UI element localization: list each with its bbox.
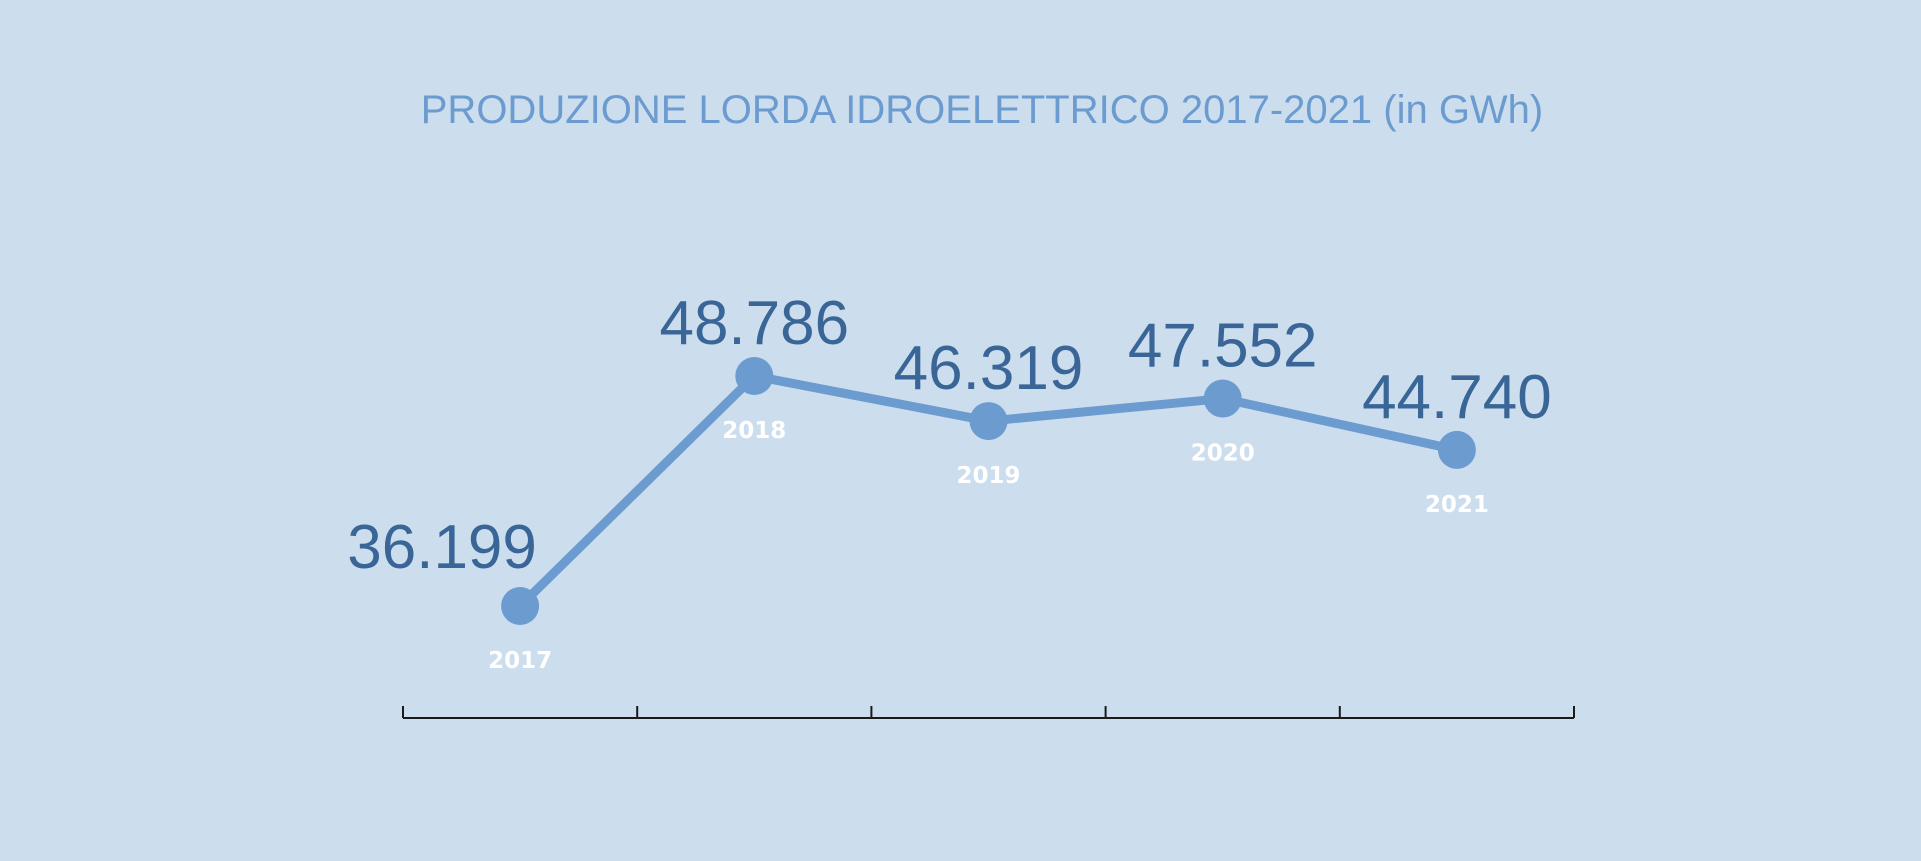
data-point <box>501 587 540 625</box>
year-label: 2020 <box>1191 441 1255 467</box>
data-value-label: 44.740 <box>1362 363 1552 432</box>
year-label: 2017 <box>488 648 552 674</box>
data-value-label: 36.199 <box>347 513 537 582</box>
x-axis <box>402 706 1575 719</box>
data-value-label: 48.786 <box>659 289 849 358</box>
data-value-label: 47.552 <box>1128 312 1318 381</box>
data-point <box>969 402 1008 441</box>
year-label: 2018 <box>722 418 786 444</box>
data-value-label: 46.319 <box>894 334 1084 403</box>
labels-layer: 36.199 2017 48.786 2018 46.319 2019 47.552 2020… <box>347 289 1551 674</box>
data-point <box>1203 379 1242 418</box>
data-points-layer <box>501 357 1476 625</box>
data-point <box>1437 430 1476 469</box>
chart-title: PRODUZIONE LORDA IDROELETTRICO 2017-2021… <box>421 88 1544 132</box>
year-label: 2021 <box>1425 492 1489 518</box>
data-point <box>735 357 774 395</box>
year-label: 2019 <box>956 463 1020 489</box>
